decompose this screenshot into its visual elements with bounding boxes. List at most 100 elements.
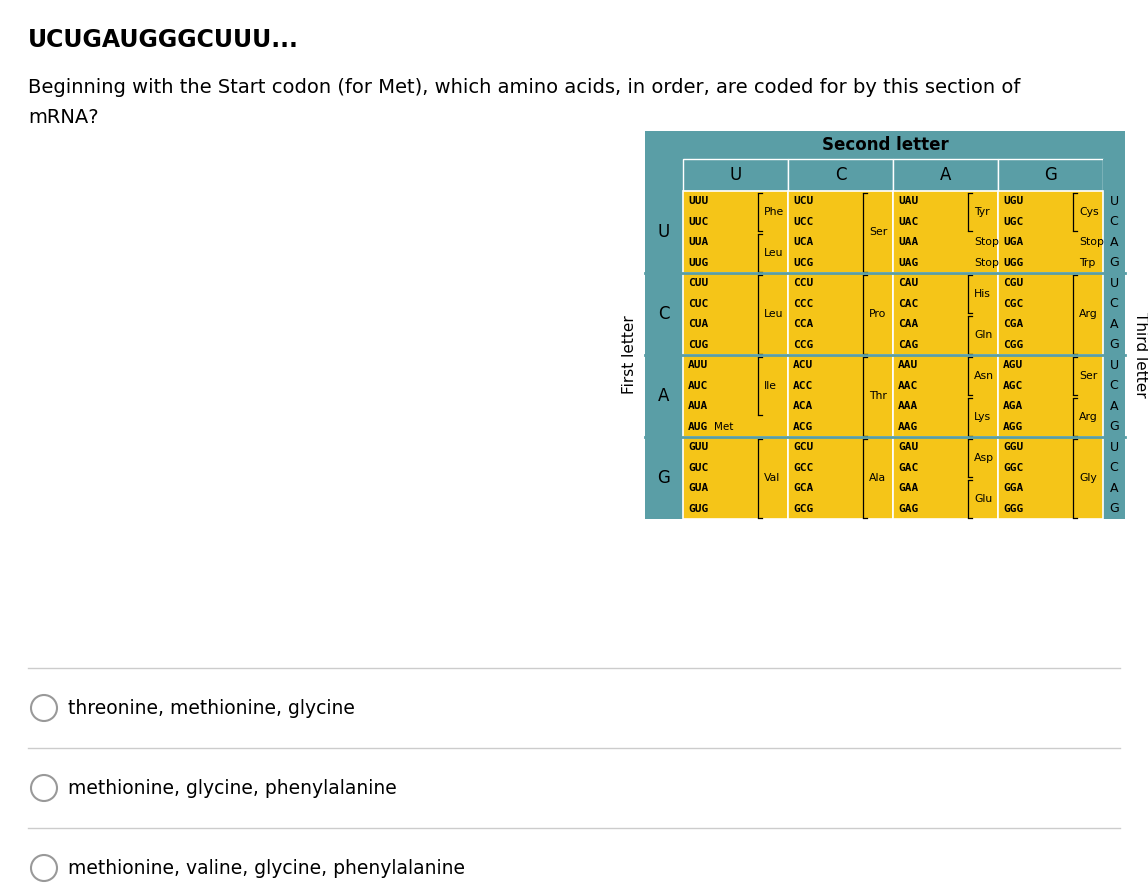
Text: ACC: ACC bbox=[793, 381, 813, 391]
Text: Phe: Phe bbox=[765, 206, 784, 216]
Bar bbox=[1103, 273, 1125, 355]
Text: AGG: AGG bbox=[1003, 422, 1023, 431]
Text: CGC: CGC bbox=[1003, 299, 1023, 308]
Text: GAA: GAA bbox=[898, 483, 918, 494]
Text: Trp: Trp bbox=[1079, 258, 1095, 268]
Text: Arg: Arg bbox=[1079, 309, 1097, 319]
Text: CUC: CUC bbox=[688, 299, 708, 308]
Bar bbox=[683, 355, 788, 437]
Bar bbox=[893, 437, 998, 519]
Text: AAU: AAU bbox=[898, 361, 918, 370]
Text: Gly: Gly bbox=[1079, 473, 1096, 483]
Bar bbox=[893, 273, 998, 355]
Text: GCU: GCU bbox=[793, 442, 813, 452]
Text: GGA: GGA bbox=[1003, 483, 1023, 494]
Text: C: C bbox=[1110, 297, 1118, 310]
Text: ACU: ACU bbox=[793, 361, 813, 370]
Text: CUA: CUA bbox=[688, 319, 708, 330]
Text: UCU: UCU bbox=[793, 197, 813, 206]
Text: Leu: Leu bbox=[765, 309, 783, 319]
Text: G: G bbox=[658, 469, 670, 487]
Bar bbox=[893, 159, 998, 191]
Text: UUA: UUA bbox=[688, 237, 708, 247]
Text: Thr: Thr bbox=[869, 391, 887, 401]
Text: AUU: AUU bbox=[688, 361, 708, 370]
Text: A: A bbox=[658, 387, 669, 405]
Text: First letter: First letter bbox=[621, 315, 636, 394]
Bar bbox=[1103, 191, 1125, 273]
Text: Ile: Ile bbox=[765, 381, 777, 391]
Text: GCA: GCA bbox=[793, 483, 813, 494]
Text: G: G bbox=[1109, 338, 1119, 351]
Text: Met: Met bbox=[714, 422, 734, 431]
Bar bbox=[683, 437, 788, 519]
Text: GCC: GCC bbox=[793, 462, 813, 473]
Bar bbox=[788, 355, 893, 437]
Bar bbox=[645, 273, 683, 355]
Text: Ser: Ser bbox=[869, 227, 887, 237]
Text: A: A bbox=[1110, 318, 1118, 330]
Text: Tyr: Tyr bbox=[974, 206, 990, 216]
Text: Lys: Lys bbox=[974, 411, 991, 422]
Text: C: C bbox=[1110, 462, 1118, 474]
Text: CCC: CCC bbox=[793, 299, 813, 308]
Text: GGU: GGU bbox=[1003, 442, 1023, 452]
Text: UAC: UAC bbox=[898, 217, 918, 227]
Text: UCC: UCC bbox=[793, 217, 813, 227]
Text: GUG: GUG bbox=[688, 504, 708, 514]
Text: UGU: UGU bbox=[1003, 197, 1023, 206]
Text: U: U bbox=[658, 223, 670, 241]
Text: G: G bbox=[1109, 256, 1119, 269]
Text: G: G bbox=[1109, 420, 1119, 433]
Bar bbox=[788, 273, 893, 355]
Text: CCG: CCG bbox=[793, 339, 813, 350]
Bar bbox=[998, 355, 1103, 437]
Text: Stop: Stop bbox=[1079, 237, 1104, 247]
Text: UAU: UAU bbox=[898, 197, 918, 206]
Text: A: A bbox=[1110, 236, 1118, 249]
Text: Stop: Stop bbox=[974, 237, 999, 247]
Text: CGG: CGG bbox=[1003, 339, 1023, 350]
Text: AAA: AAA bbox=[898, 401, 918, 411]
Text: AAG: AAG bbox=[898, 422, 918, 431]
Text: Gln: Gln bbox=[974, 330, 992, 339]
Text: AUA: AUA bbox=[688, 401, 708, 411]
Text: CUG: CUG bbox=[688, 339, 708, 350]
Text: Second letter: Second letter bbox=[822, 136, 948, 154]
Text: CGU: CGU bbox=[1003, 278, 1023, 288]
Text: ACG: ACG bbox=[793, 422, 813, 431]
Text: Asp: Asp bbox=[974, 453, 994, 462]
Text: CCU: CCU bbox=[793, 278, 813, 288]
Text: UCG: UCG bbox=[793, 258, 813, 268]
Text: AGA: AGA bbox=[1003, 401, 1023, 411]
Text: GAC: GAC bbox=[898, 462, 918, 473]
Bar bbox=[645, 159, 683, 191]
Text: GUC: GUC bbox=[688, 462, 708, 473]
Text: UUU: UUU bbox=[688, 197, 708, 206]
Bar bbox=[645, 191, 683, 273]
Bar bbox=[1103, 159, 1125, 191]
Text: Leu: Leu bbox=[765, 247, 783, 258]
Text: Asn: Asn bbox=[974, 370, 994, 380]
Text: CAA: CAA bbox=[898, 319, 918, 330]
Text: UCUGAUGGGCUUU...: UCUGAUGGGCUUU... bbox=[28, 28, 298, 52]
Text: AGC: AGC bbox=[1003, 381, 1023, 391]
Text: GUU: GUU bbox=[688, 442, 708, 452]
Bar bbox=[998, 437, 1103, 519]
Text: G: G bbox=[1044, 166, 1057, 184]
Bar bbox=[893, 191, 998, 273]
Bar bbox=[645, 355, 683, 437]
Bar bbox=[645, 131, 1125, 159]
Text: GCG: GCG bbox=[793, 504, 813, 514]
Text: A: A bbox=[940, 166, 952, 184]
Text: GAG: GAG bbox=[898, 504, 918, 514]
Text: U: U bbox=[1109, 359, 1118, 372]
Text: UUG: UUG bbox=[688, 258, 708, 268]
Bar bbox=[1103, 355, 1125, 437]
Text: CAG: CAG bbox=[898, 339, 918, 350]
Bar bbox=[893, 355, 998, 437]
Text: C: C bbox=[658, 305, 669, 323]
Text: CUU: CUU bbox=[688, 278, 708, 288]
Bar bbox=[683, 273, 788, 355]
Text: C: C bbox=[1110, 215, 1118, 229]
